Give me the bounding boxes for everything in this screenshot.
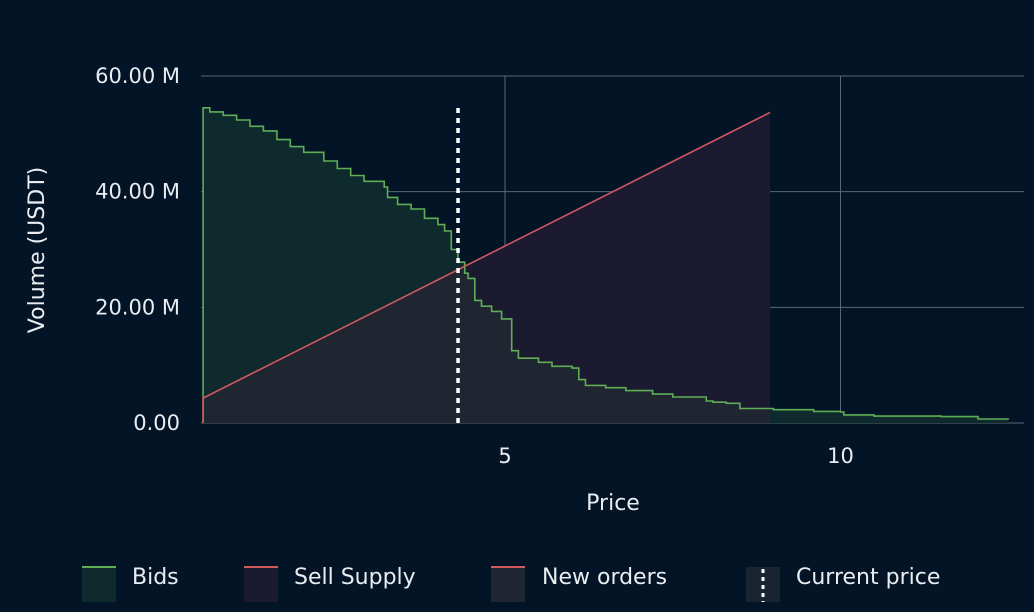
sell-supply-line xyxy=(202,111,771,423)
area-fills xyxy=(203,107,1009,424)
y-axis-title: Volume (USDT) xyxy=(25,167,50,333)
legend-label-sell-supply: Sell Supply xyxy=(294,565,416,590)
x-axis-title: Price xyxy=(586,491,640,516)
sell-supply-swatch-fill xyxy=(244,567,278,602)
legend-item-bids[interactable]: Bids xyxy=(82,565,179,602)
tick-labels: 0.00 20.00 M 40.00 M 60.00 M 5 10 xyxy=(95,64,854,468)
legend-label-new-orders: New orders xyxy=(542,565,667,590)
legend: Bids Sell Supply New orders Current pric… xyxy=(82,565,940,602)
legend-item-new-orders[interactable]: New orders xyxy=(491,565,667,602)
y-tick-label-0: 0.00 xyxy=(133,411,180,435)
y-tick-label-2: 40.00 M xyxy=(95,180,180,204)
legend-item-current-price[interactable]: Current price xyxy=(746,565,940,602)
x-tick-label-1: 10 xyxy=(827,444,854,468)
series-lines xyxy=(202,107,1010,423)
new-orders-swatch-fill xyxy=(491,567,525,602)
overlap-area xyxy=(203,112,771,423)
x-tick-label-0: 5 xyxy=(498,444,511,468)
legend-label-current-price: Current price xyxy=(796,565,940,590)
legend-label-bids: Bids xyxy=(132,565,179,590)
bids-swatch-fill xyxy=(82,567,116,602)
y-tick-label-3: 60.00 M xyxy=(95,64,180,88)
legend-item-sell-supply[interactable]: Sell Supply xyxy=(244,565,416,602)
bids-line xyxy=(202,107,1010,423)
y-tick-label-1: 20.00 M xyxy=(95,295,180,319)
